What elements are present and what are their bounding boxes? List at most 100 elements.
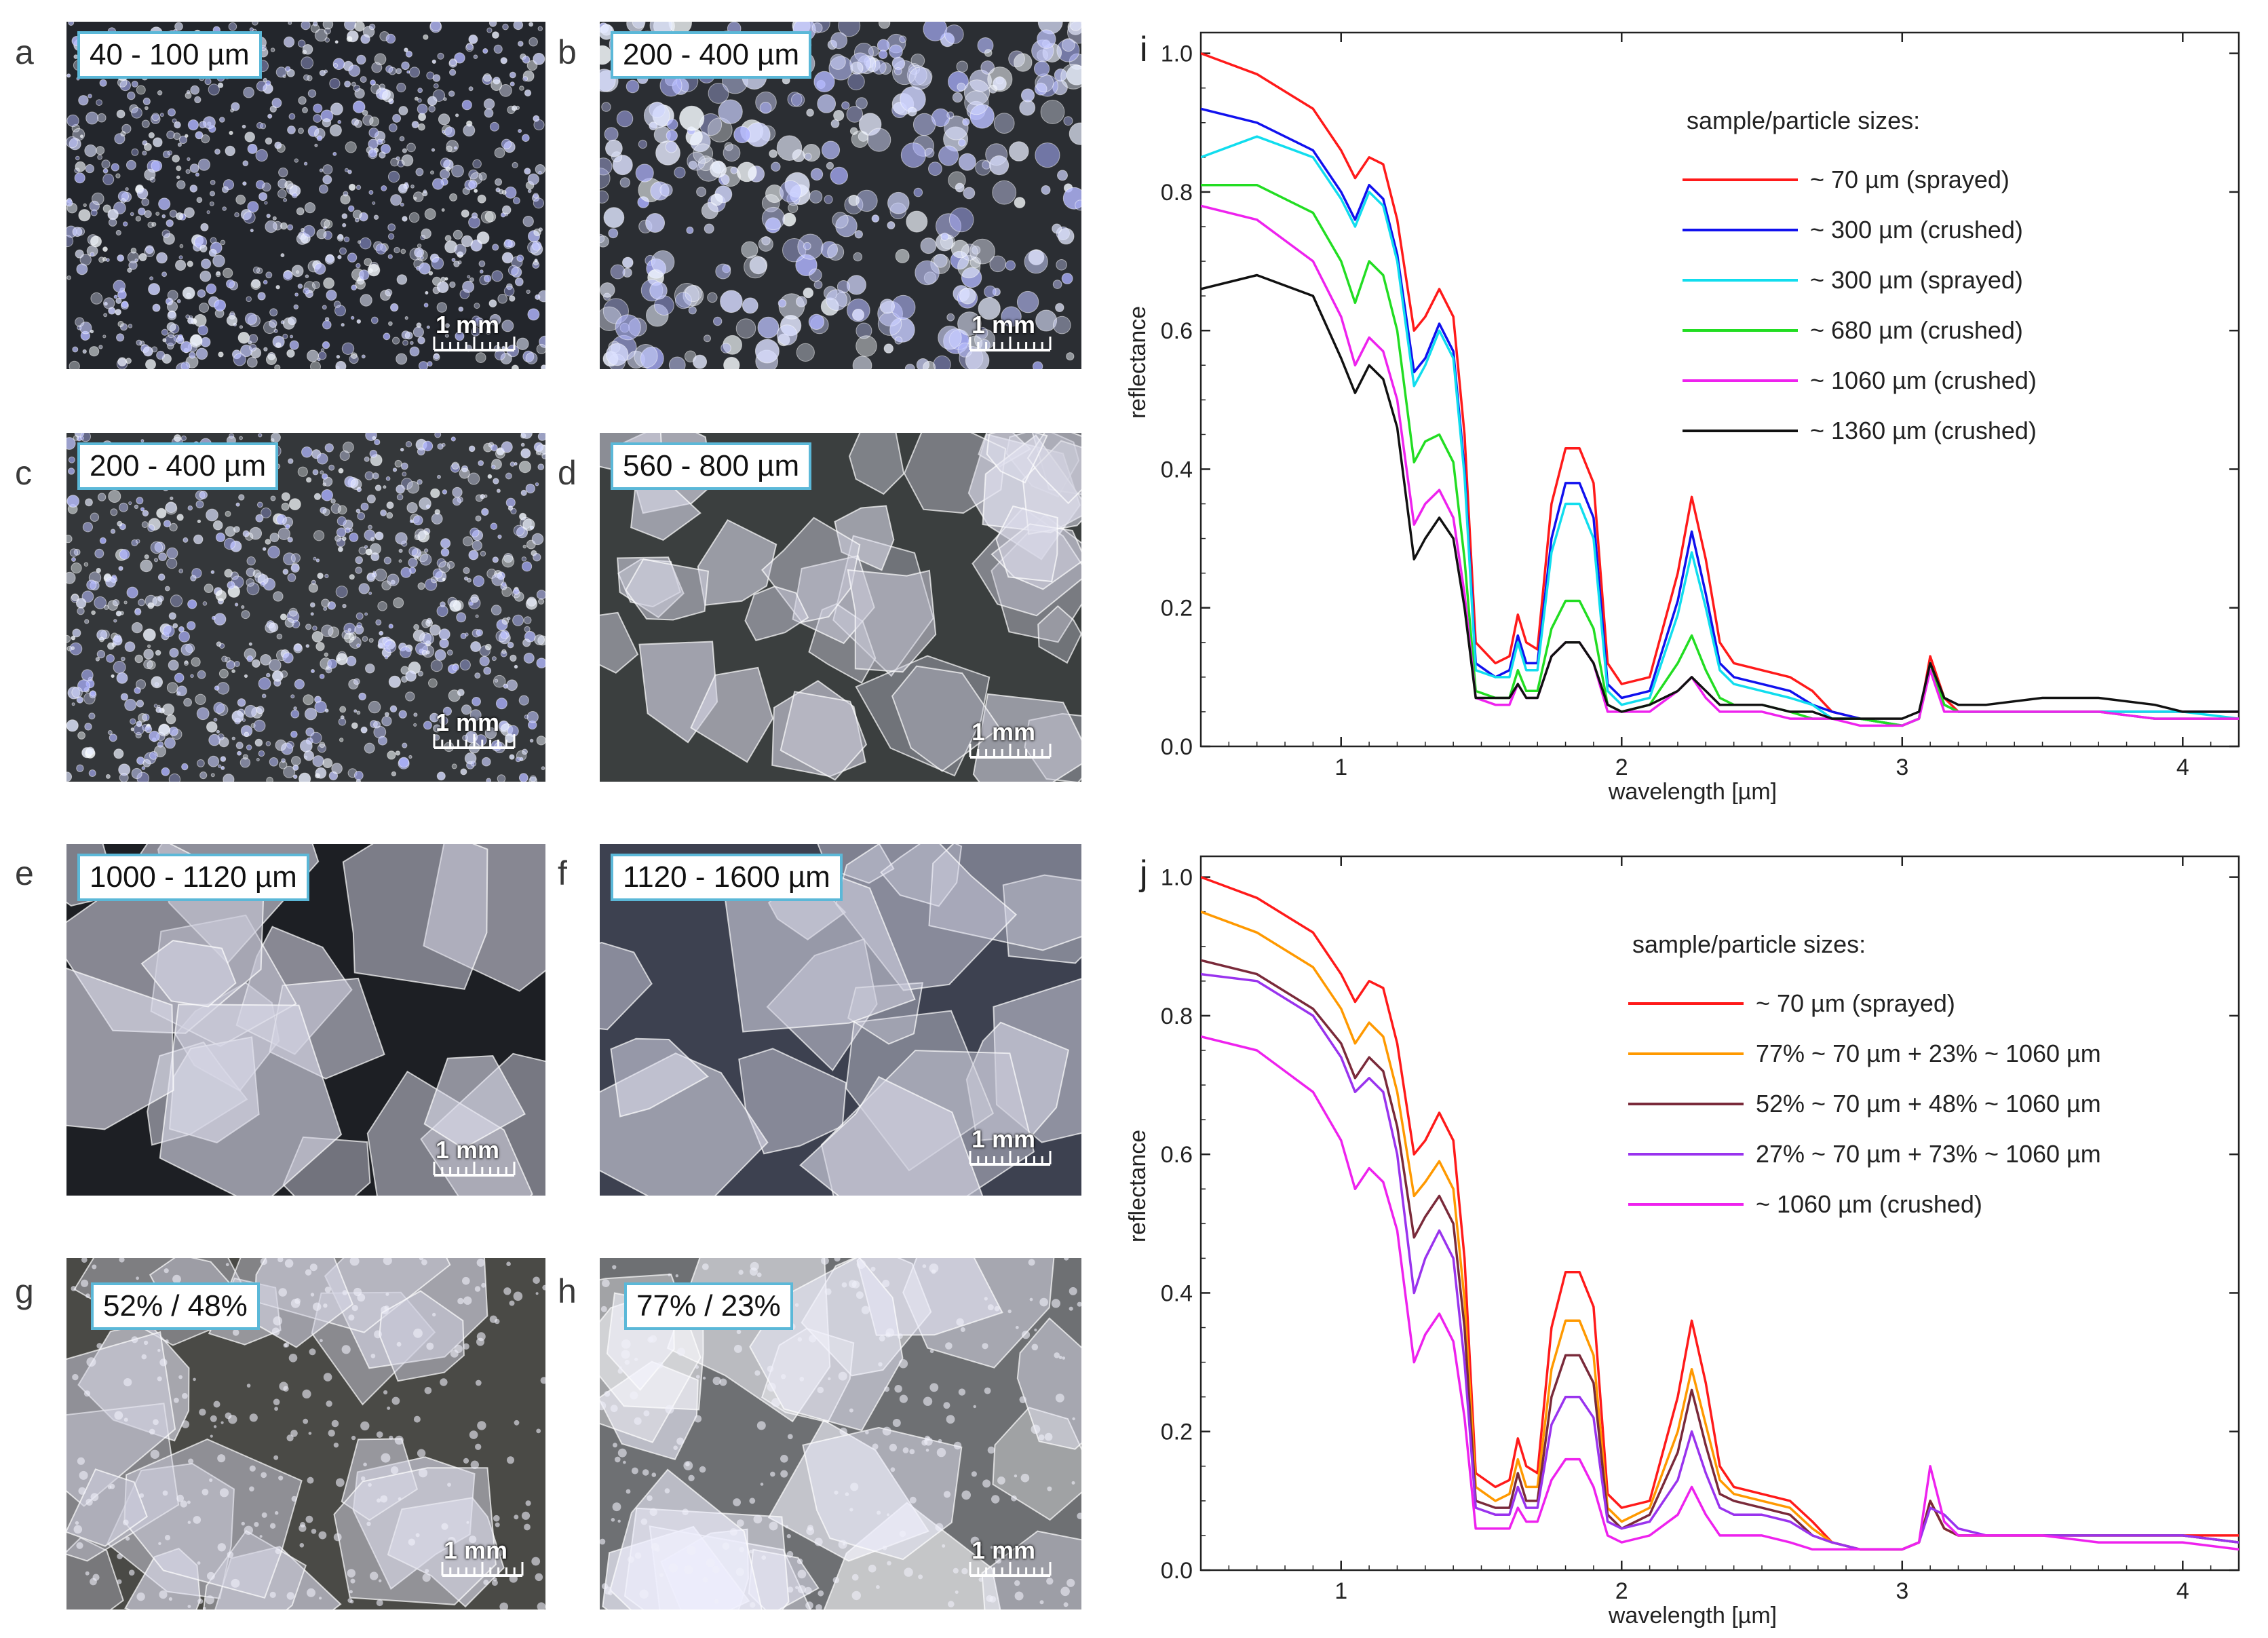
particle (461, 209, 469, 218)
particle (649, 121, 658, 131)
particle (963, 79, 991, 106)
bead (107, 1485, 112, 1489)
particle (972, 246, 981, 255)
particle (206, 210, 210, 214)
particle (286, 349, 295, 358)
particle (281, 502, 290, 511)
particle (311, 669, 315, 673)
bead (383, 1258, 392, 1265)
bead (202, 1606, 206, 1610)
particle (830, 166, 848, 185)
x-tick-label: 4 (2176, 755, 2189, 780)
particle (899, 35, 907, 43)
particle (174, 22, 183, 31)
particle (104, 301, 108, 306)
particle (315, 773, 320, 779)
particle (824, 195, 833, 204)
particle (434, 433, 442, 438)
particle (326, 289, 337, 301)
particle (322, 508, 330, 516)
particle (520, 433, 533, 439)
particle (290, 335, 294, 339)
particle (190, 575, 197, 582)
bead (845, 1492, 849, 1496)
particle (484, 643, 492, 651)
particle (199, 244, 208, 252)
particle (127, 267, 132, 273)
particle (204, 78, 212, 85)
particle (523, 652, 535, 664)
bead (210, 1434, 213, 1438)
bead (351, 1435, 356, 1441)
particle (646, 303, 669, 327)
particle (260, 123, 267, 130)
scalebar-b: 1 mm (966, 311, 1054, 354)
photo-h-texture (600, 1258, 1081, 1610)
particle (720, 290, 743, 313)
particle (242, 530, 250, 537)
series-group (1201, 875, 2239, 1551)
particle (433, 83, 439, 89)
particle (144, 142, 152, 151)
particle (271, 98, 282, 109)
particle (102, 246, 108, 252)
bead (187, 1605, 191, 1608)
bead (620, 1316, 624, 1320)
bead (879, 1335, 885, 1341)
particle (233, 353, 246, 366)
particle (122, 221, 128, 227)
particle (220, 765, 225, 770)
particle (75, 161, 86, 172)
particle (347, 205, 355, 212)
particle (360, 726, 368, 734)
particle (471, 212, 478, 219)
particle (733, 126, 751, 144)
particle (417, 98, 422, 103)
particle (841, 101, 850, 110)
bead (861, 1306, 870, 1314)
particle (147, 644, 151, 648)
bead (665, 1405, 674, 1414)
bead (687, 1546, 696, 1555)
particle (151, 222, 157, 227)
particle (180, 435, 187, 441)
bead (1047, 1486, 1052, 1491)
particle (320, 348, 325, 352)
particle (234, 603, 239, 607)
particle (444, 126, 456, 138)
particle (142, 628, 156, 642)
particle (537, 463, 545, 470)
particle (351, 81, 356, 87)
particle (113, 294, 118, 299)
bead (1034, 1329, 1037, 1332)
particle (483, 73, 492, 82)
legend-label-3: ~ 300 µm (sprayed) (1810, 266, 2023, 294)
bead (668, 1273, 671, 1276)
particle (280, 613, 287, 621)
bead (736, 1329, 742, 1335)
particle (362, 636, 368, 642)
particle (830, 119, 840, 128)
particle (501, 649, 507, 654)
bead (1054, 1352, 1060, 1358)
particle (266, 672, 271, 678)
bead (249, 1413, 258, 1422)
particle (495, 187, 501, 193)
particle (168, 726, 178, 736)
particle (369, 543, 381, 555)
particle (351, 722, 358, 729)
particle (182, 286, 195, 300)
particle (230, 571, 239, 580)
particle (66, 772, 73, 782)
particle (234, 212, 239, 218)
particle (81, 590, 94, 603)
particle (955, 183, 965, 193)
bead (814, 1538, 823, 1546)
particles (66, 22, 545, 369)
bead (309, 1348, 316, 1356)
particle (396, 68, 402, 75)
particle (269, 757, 279, 767)
particle (229, 433, 235, 439)
particle (956, 60, 968, 73)
